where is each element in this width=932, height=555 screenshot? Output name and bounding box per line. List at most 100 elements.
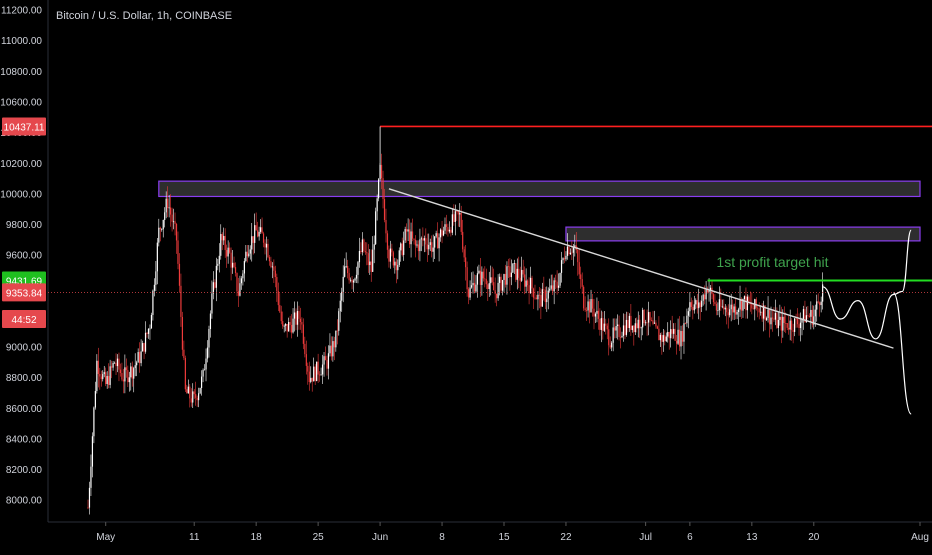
candle-body	[608, 329, 610, 346]
candle-body	[389, 248, 392, 262]
candle-body	[116, 358, 119, 367]
candle-body	[198, 393, 200, 401]
candle-body	[259, 227, 262, 232]
candle-body	[615, 325, 617, 331]
candle-body	[665, 336, 667, 342]
candle-body	[134, 365, 136, 369]
candle-body	[369, 261, 371, 265]
candle-body	[552, 285, 554, 292]
candle-body	[668, 331, 670, 339]
candle-body	[482, 271, 484, 279]
candle-body	[108, 376, 110, 385]
candle-body	[785, 322, 787, 324]
candle-body	[555, 280, 557, 282]
candle-body	[639, 319, 641, 329]
candle-body	[796, 318, 799, 325]
candle-body	[481, 271, 483, 285]
y-tick-label: 9600.00	[6, 251, 43, 262]
candle-body	[128, 377, 130, 383]
candle-body	[196, 397, 198, 401]
candle-body	[330, 345, 333, 357]
candle-body	[649, 312, 651, 321]
candle-body	[737, 309, 740, 312]
candle-body	[717, 310, 719, 312]
candle-body	[336, 330, 338, 332]
candle-body	[494, 290, 496, 294]
candle-body	[183, 349, 185, 358]
candle-body	[87, 507, 89, 509]
candle-body	[382, 178, 384, 200]
candle-body	[276, 277, 278, 292]
candle-body	[209, 313, 212, 329]
candle-body	[622, 325, 625, 336]
candle-body	[729, 309, 731, 316]
candle-body	[634, 323, 636, 333]
candle-body	[808, 315, 810, 317]
candle-body	[177, 240, 179, 264]
candle-body	[636, 323, 638, 329]
candle-body	[605, 323, 607, 326]
candle-body	[246, 251, 248, 257]
candle-body	[137, 352, 139, 363]
candle-body	[372, 249, 374, 272]
candle-body	[718, 299, 720, 311]
candle-body	[124, 367, 126, 382]
candle-body	[357, 262, 359, 275]
candle-body	[503, 274, 505, 281]
candle-body	[214, 282, 216, 288]
candle-body	[186, 389, 188, 394]
candle-body	[270, 261, 272, 267]
x-tick-label: 13	[746, 532, 758, 543]
candle-body	[692, 306, 694, 311]
resistance-zone-1	[158, 180, 921, 198]
candle-body	[190, 398, 192, 403]
candle-body	[782, 316, 784, 331]
candle-body	[577, 249, 579, 263]
candle-body	[687, 311, 689, 316]
candle-body	[543, 289, 545, 291]
candle-body	[614, 327, 616, 331]
candle-body	[611, 342, 613, 348]
candle-body	[453, 214, 455, 222]
candle-body	[308, 371, 310, 382]
candle-body	[252, 236, 254, 243]
x-tick-label: May	[96, 532, 115, 543]
candle-body	[715, 304, 718, 311]
candle-body	[289, 322, 291, 325]
candle-body	[355, 274, 358, 279]
candle-body	[549, 288, 551, 291]
candle-body	[439, 229, 442, 238]
candle-body	[227, 247, 229, 257]
candle-body	[118, 358, 120, 370]
candle-body	[774, 313, 777, 320]
candle-body	[678, 329, 681, 347]
candle-body	[97, 360, 99, 374]
candle-body	[662, 335, 664, 342]
y-tick-label: 8200.00	[6, 465, 43, 476]
candle-body	[317, 361, 319, 375]
candle-body	[441, 229, 443, 236]
candle-body	[212, 282, 214, 294]
candle-body	[673, 328, 675, 334]
candle-body	[465, 257, 467, 268]
candle-body	[181, 316, 184, 350]
candle-body	[379, 164, 381, 180]
candle-body	[327, 353, 330, 369]
candle-body	[286, 323, 288, 332]
candle-body	[540, 294, 542, 307]
candle-body	[799, 322, 802, 328]
candle-body	[406, 229, 408, 232]
y-tick-label: 9000.00	[6, 343, 43, 354]
candle-body	[93, 407, 95, 437]
candle-body	[172, 221, 175, 223]
y-tick-label: 8000.00	[6, 496, 43, 507]
candle-body	[451, 214, 453, 233]
candle-body	[414, 239, 417, 246]
candle-body	[360, 250, 362, 253]
candle-body	[131, 366, 133, 379]
candle-body	[701, 300, 703, 307]
candle-body	[674, 328, 676, 341]
candle-body	[788, 327, 790, 330]
